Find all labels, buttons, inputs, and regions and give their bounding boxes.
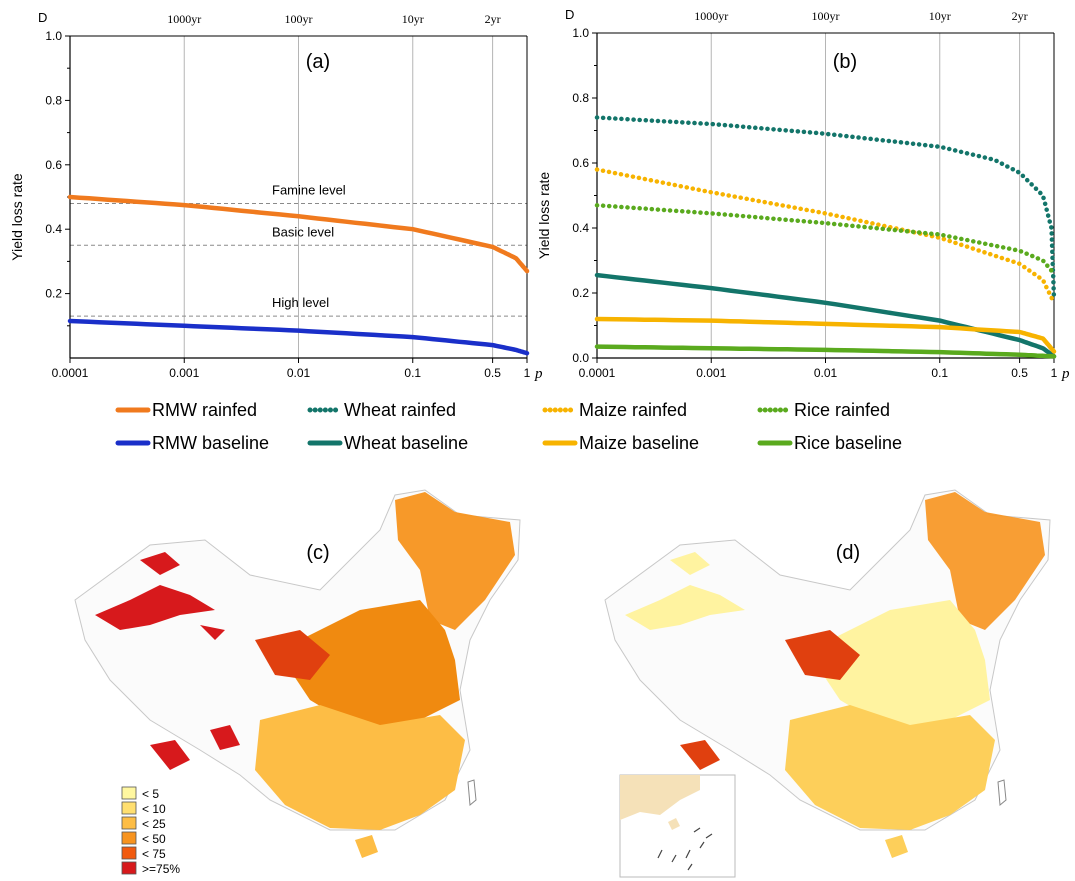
legend-label: Wheat rainfed xyxy=(344,400,456,420)
x-tick-label: 0.0001 xyxy=(579,366,616,380)
panel-label: (a) xyxy=(306,51,330,73)
map-c-north-china-region xyxy=(290,600,460,730)
return-period-label: 1000yr xyxy=(167,12,201,26)
y-axis-label: Yield loss rate xyxy=(9,173,25,261)
reference-line-label: Basic level xyxy=(272,224,334,239)
x-tick-label: 0.001 xyxy=(169,366,199,380)
line-chart-a: 1000yr 100yr 10yr 2yr Famine level Basic leve… xyxy=(9,10,543,382)
series-line-rice-baseline xyxy=(594,344,1057,359)
map-c-hainan xyxy=(355,835,378,858)
x-tick-label: 0.1 xyxy=(931,366,948,380)
x-tick-label: 0.5 xyxy=(1011,366,1028,380)
return-period-label: 100yr xyxy=(285,12,313,26)
map-c-tibet-patches xyxy=(150,725,240,770)
series-line-rmw-rainfed xyxy=(67,194,530,274)
line-chart-b: 1000yr 100yr 10yr 2yr 0.0 0.2 0.4 0.6 0.8 1.0 0.00… xyxy=(536,7,1070,382)
map-legend-swatch xyxy=(121,801,137,815)
return-period-label: 100yr xyxy=(812,9,840,23)
map-legend-swatch xyxy=(121,816,137,830)
y-tick-label: 0.4 xyxy=(45,222,62,236)
map-d-inset xyxy=(619,774,736,878)
map-panel-label: (d) xyxy=(836,542,860,564)
y-tick-label: 0.2 xyxy=(572,286,589,300)
map-d: (d) xyxy=(604,489,1051,878)
map-legend-label: < 5 xyxy=(142,787,159,801)
map-d-xinjiang-patches xyxy=(625,552,745,630)
y-axis-label: Yield loss rate xyxy=(536,172,552,260)
legend-label: Maize baseline xyxy=(579,433,699,453)
return-period-label: 2yr xyxy=(1012,9,1028,23)
map-c-taiwan xyxy=(467,779,477,806)
corner-label: D xyxy=(38,10,47,25)
map-panel-label: (c) xyxy=(306,542,329,564)
map-legend-label: < 10 xyxy=(142,802,166,816)
corner-label: D xyxy=(565,7,574,22)
return-period-label: 1000yr xyxy=(694,9,728,23)
map-d-northeast-region xyxy=(925,492,1045,630)
map-legend-swatch xyxy=(121,861,137,875)
legend-label: RMW baseline xyxy=(152,433,269,453)
x-tick-label: 0.01 xyxy=(814,366,838,380)
series-line-wheat-baseline xyxy=(594,272,1057,359)
legend-label: Wheat baseline xyxy=(344,433,468,453)
y-tick-label: 1.0 xyxy=(572,26,589,40)
map-legend: < 5< 10< 25< 50< 75>=75% xyxy=(121,786,180,876)
x-tick-label: 1 xyxy=(524,366,531,380)
return-period-label: 2yr xyxy=(485,12,501,26)
y-tick-label: 0.8 xyxy=(45,93,62,107)
map-d-north-china-region xyxy=(820,600,990,730)
y-tick-label: 0.2 xyxy=(45,287,62,301)
legend-label: RMW rainfed xyxy=(152,400,257,420)
series-line-rice-rainfed xyxy=(594,203,1057,276)
map-d-loess-region xyxy=(785,630,860,680)
x-tick-label: 0.1 xyxy=(404,366,421,380)
map-legend-swatch xyxy=(121,846,137,860)
map-c-loess-region xyxy=(255,630,330,680)
y-tick-label: 0.8 xyxy=(572,91,589,105)
panel-label: (b) xyxy=(833,51,857,73)
y-tick-label: 0.4 xyxy=(572,221,589,235)
series-line-maize-baseline xyxy=(594,316,1057,354)
return-period-label: 10yr xyxy=(402,12,424,26)
map-c-south-china-region xyxy=(255,705,465,830)
map-legend-label: < 25 xyxy=(142,817,166,831)
map-legend-swatch xyxy=(121,831,137,845)
y-tick-label: 0.6 xyxy=(45,158,62,172)
map-legend-label: < 75 xyxy=(142,847,166,861)
y-tick-label: 1.0 xyxy=(45,29,62,43)
legend-label: Maize rainfed xyxy=(579,400,687,420)
x-tick-label: 0.001 xyxy=(696,366,726,380)
map-legend-label: < 50 xyxy=(142,832,166,846)
series-line-maize-rainfed xyxy=(594,167,1057,306)
x-tick-label: 1 xyxy=(1051,366,1058,380)
map-c-northeast-region xyxy=(395,492,515,630)
y-tick-label: 0.0 xyxy=(572,351,589,365)
map-d-hainan xyxy=(885,835,908,858)
return-period-label: 10yr xyxy=(929,9,951,23)
x-axis-label: p xyxy=(534,366,543,382)
map-d-south-china-region xyxy=(785,705,995,830)
map-legend-label: >=75% xyxy=(142,862,180,876)
x-tick-label: 0.5 xyxy=(484,366,501,380)
legend-label: Rice rainfed xyxy=(794,400,890,420)
legend: RMW rainfed RMW baseline Wheat rainfed Whea… xyxy=(115,400,902,453)
x-axis-label: p xyxy=(1061,366,1070,382)
map-c: (c) xyxy=(74,489,521,858)
x-tick-label: 0.0001 xyxy=(52,366,89,380)
series-line-wheat-rainfed xyxy=(594,115,1057,302)
reference-line-label: Famine level xyxy=(272,182,346,197)
x-tick-label: 0.01 xyxy=(287,366,311,380)
map-d-taiwan xyxy=(997,779,1007,806)
map-d-tibet-patches xyxy=(680,740,720,770)
map-c-xinjiang-patches xyxy=(95,552,225,640)
map-legend-swatch xyxy=(121,786,137,800)
legend-label: Rice baseline xyxy=(794,433,902,453)
y-tick-label: 0.6 xyxy=(572,156,589,170)
series-line-rmw-baseline xyxy=(67,318,530,356)
reference-line-label: High level xyxy=(272,295,329,310)
